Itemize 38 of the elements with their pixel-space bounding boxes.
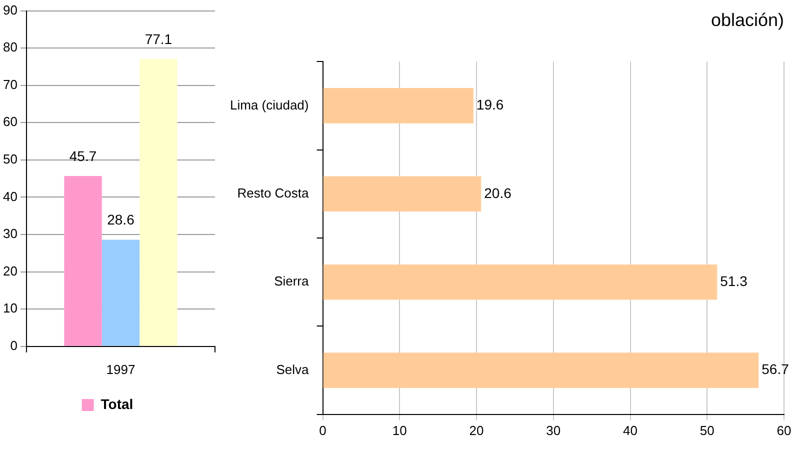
y-tick-label: 70: [2, 76, 18, 92]
y-tick-label: Selva: [276, 362, 310, 377]
bar: [323, 264, 718, 300]
y-tick-label: 50: [2, 152, 18, 167]
y-tick-label: Lima (ciudad): [230, 97, 309, 112]
bar: [64, 176, 102, 346]
chart-title: oblación): [710, 10, 784, 30]
y-tick-label: 30: [2, 226, 18, 242]
y-tick-label: 20: [2, 263, 18, 278]
y-tick-label: 40: [2, 188, 18, 204]
bar: [323, 352, 759, 388]
x-tick-label: 60: [776, 422, 792, 438]
y-tick-label: Resto Costa: [237, 185, 310, 200]
y-tick-label: Sierra: [274, 274, 310, 289]
y-tick-label: 90: [2, 2, 18, 18]
bar: [323, 88, 474, 124]
x-tick-label: 0: [319, 422, 326, 438]
x-tick-label: 50: [700, 422, 714, 438]
y-tick-label: 0: [10, 338, 18, 353]
data-label: 45.7: [69, 148, 97, 164]
data-label: 56.7: [762, 361, 790, 378]
x-tick-label: 1997: [106, 362, 136, 377]
data-label: 28.6: [107, 212, 135, 228]
y-tick-label: 80: [2, 40, 18, 55]
x-tick-label: 40: [623, 422, 638, 438]
data-label: 77.1: [144, 30, 172, 47]
legend-label: Total: [100, 396, 134, 412]
data-label: 51.3: [720, 272, 748, 289]
x-tick-label: 10: [392, 422, 407, 438]
bar: [140, 58, 178, 346]
y-tick-label: 10: [2, 300, 18, 316]
x-tick-label: 20: [469, 422, 484, 438]
data-label: 20.6: [484, 184, 512, 201]
bar: [102, 240, 140, 346]
y-tick-label: 60: [2, 114, 18, 130]
x-tick-label: 30: [546, 422, 561, 438]
data-label: 19.6: [476, 96, 504, 113]
bar: [323, 176, 482, 212]
